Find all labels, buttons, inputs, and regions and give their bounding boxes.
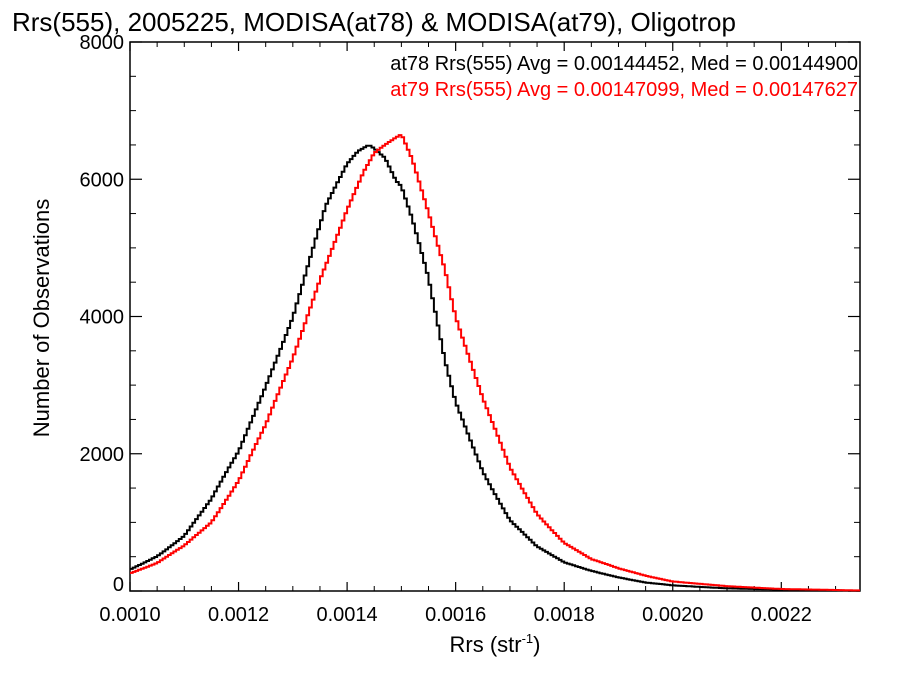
x-tick-label: 0.0014 — [317, 604, 378, 626]
plot-area: 0.0010 0.0012 0.0014 0.0016 0.0018 0.0020 0.00… — [80, 32, 861, 626]
x-tick-label: 0.0022 — [751, 604, 812, 626]
x-tick-label: 0.0020 — [642, 604, 703, 626]
x-tick-label: 0.0010 — [99, 604, 160, 626]
chart-title: Rrs(555), 2005225, MODISA(at78) & MODISA… — [12, 7, 736, 37]
y-tick-label: 2000 — [80, 444, 125, 466]
y-tick-label: 0 — [113, 574, 124, 596]
y-tick-label: 6000 — [80, 169, 125, 191]
legend-entry-at78: at78 Rrs(555) Avg = 0.00144452, Med = 0.… — [390, 53, 858, 75]
x-tick-label: 0.0016 — [425, 604, 486, 626]
x-tick-label: 0.0012 — [208, 604, 269, 626]
x-tick-label: 0.0018 — [534, 604, 595, 626]
legend-entry-at79: at79 Rrs(555) Avg = 0.00147099, Med = 0.… — [390, 79, 858, 101]
y-axis-label: Number of Observations — [29, 199, 54, 437]
y-tick-label: 8000 — [80, 32, 125, 54]
series-line-at78 — [130, 144, 860, 592]
x-axis-label: Rrs (str-1) — [450, 631, 541, 657]
plot-frame — [129, 41, 861, 592]
legend: at78 Rrs(555) Avg = 0.00144452, Med = 0.… — [390, 53, 858, 101]
y-tick-label: 4000 — [80, 307, 125, 329]
series-line-at79 — [130, 134, 860, 592]
